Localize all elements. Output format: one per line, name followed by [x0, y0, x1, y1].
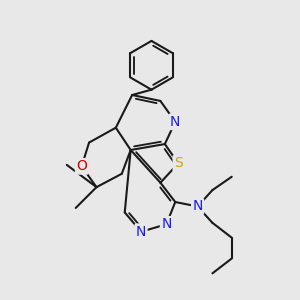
Text: N: N: [161, 217, 172, 231]
Text: N: N: [170, 115, 181, 129]
Text: O: O: [76, 159, 87, 173]
Text: N: N: [192, 200, 203, 214]
Text: S: S: [174, 156, 183, 170]
Text: N: N: [136, 225, 146, 239]
